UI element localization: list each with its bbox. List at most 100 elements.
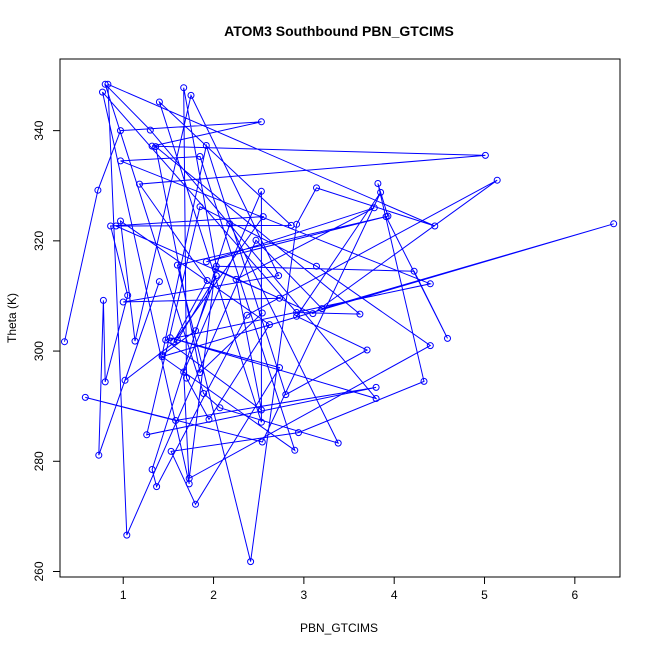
- data-point: [252, 236, 260, 244]
- data-point: [291, 446, 299, 454]
- data-point: [146, 126, 154, 134]
- data-point: [101, 378, 109, 386]
- y-tick-label: 260: [32, 561, 46, 581]
- data-point: [295, 429, 302, 437]
- data-point: [99, 296, 107, 304]
- data-point: [610, 220, 618, 228]
- data-point: [119, 298, 127, 306]
- y-tick-label: 280: [32, 451, 46, 471]
- data-point: [426, 342, 434, 350]
- data-point: [444, 334, 451, 342]
- data-point: [266, 321, 273, 329]
- data-point: [148, 142, 156, 150]
- data-point: [95, 451, 103, 459]
- series-line: [64, 83, 614, 562]
- data-point: [372, 383, 380, 391]
- data-point: [226, 220, 234, 228]
- data-point: [172, 417, 180, 424]
- x-tick-label: 5: [481, 588, 488, 602]
- data-point: [117, 127, 124, 135]
- data-point: [356, 310, 364, 318]
- data-point: [493, 176, 501, 184]
- x-tick-label: 3: [301, 588, 308, 602]
- data-point: [313, 262, 320, 270]
- data-point: [180, 368, 188, 376]
- data-point: [276, 364, 283, 372]
- data-point: [481, 151, 489, 159]
- data-point: [196, 153, 204, 160]
- data-point: [94, 186, 102, 194]
- series-group: [61, 80, 618, 566]
- data-point: [117, 157, 124, 165]
- data-point: [104, 80, 112, 88]
- chart-title: ATOM3 Southbound PBN_GTCIMS: [224, 23, 454, 39]
- data-point: [243, 311, 251, 319]
- data-point: [259, 213, 267, 221]
- data-point: [313, 184, 320, 192]
- data-point: [117, 217, 124, 225]
- x-tick-label: 2: [210, 588, 217, 602]
- data-point: [153, 483, 161, 491]
- x-axis: 1 2 3 4 5 6: [120, 576, 578, 602]
- data-point: [293, 312, 301, 320]
- data-point: [257, 418, 265, 426]
- data-point: [162, 336, 170, 344]
- data-point: [152, 143, 160, 151]
- data-point: [257, 406, 265, 414]
- data-point: [374, 180, 382, 187]
- data-point: [287, 221, 295, 229]
- data-point: [282, 391, 290, 399]
- data-point: [155, 98, 163, 106]
- x-tick-label: 1: [120, 588, 127, 602]
- data-point: [318, 305, 326, 313]
- data-point: [136, 180, 143, 188]
- data-point: [124, 291, 132, 299]
- y-tick-label: 320: [32, 231, 46, 251]
- x-tick-label: 4: [391, 588, 398, 602]
- data-point: [192, 327, 199, 335]
- data-point: [202, 142, 210, 149]
- data-point: [258, 309, 266, 317]
- data-point: [183, 374, 190, 382]
- data-point: [232, 275, 240, 283]
- y-tick-label: 300: [32, 341, 46, 361]
- data-point: [426, 280, 434, 288]
- data-point: [196, 369, 204, 377]
- data-point: [173, 261, 181, 269]
- data-point: [420, 377, 428, 385]
- data-point: [99, 88, 106, 96]
- x-tick-label: 6: [571, 588, 578, 602]
- data-point: [212, 272, 220, 280]
- data-point: [170, 338, 178, 346]
- data-point: [180, 84, 188, 92]
- data-point: [202, 258, 210, 266]
- data-point: [216, 404, 224, 412]
- data-point: [192, 500, 199, 508]
- data-point: [131, 337, 139, 345]
- y-axis: 260 280 300 320 340: [32, 120, 61, 582]
- y-axis-label: Theta (K): [5, 293, 19, 343]
- data-point: [275, 272, 283, 280]
- data-point: [363, 346, 371, 354]
- data-point: [81, 393, 89, 401]
- data-point: [309, 310, 317, 318]
- data-point: [258, 438, 266, 446]
- data-point: [173, 336, 181, 344]
- data-point: [143, 431, 151, 439]
- data-point: [247, 558, 255, 566]
- data-point: [185, 480, 193, 488]
- data-point: [148, 466, 156, 473]
- data-point: [372, 395, 380, 402]
- data-point: [293, 309, 301, 316]
- data-point: [158, 353, 166, 361]
- data-point: [121, 376, 129, 384]
- data-point: [61, 338, 68, 346]
- data-point: [101, 80, 109, 88]
- data-point: [257, 187, 265, 195]
- data-point: [196, 203, 204, 211]
- plot-frame: [59, 58, 621, 578]
- data-point: [203, 277, 211, 284]
- data-point: [107, 222, 115, 230]
- data-point: [276, 294, 283, 302]
